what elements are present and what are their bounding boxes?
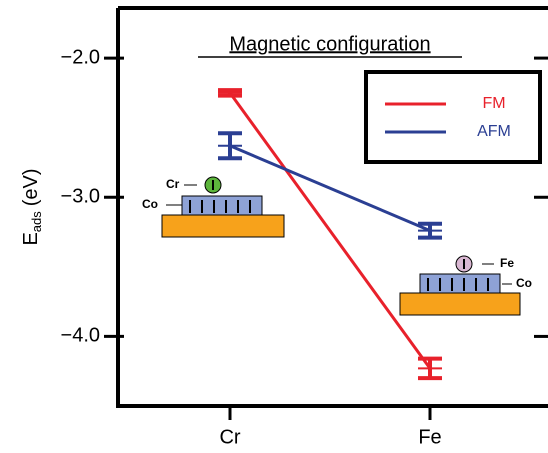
- y-tick-label: −4.0: [61, 325, 100, 347]
- y-tick-label: −2.0: [61, 46, 100, 68]
- series-line: [228, 92, 432, 370]
- legend-label: AFM: [477, 123, 511, 140]
- annotation: Cr: [166, 177, 180, 191]
- annotation: Co: [142, 197, 158, 211]
- legend-label: FM: [482, 95, 505, 112]
- y-tick-label: −3.0: [61, 186, 100, 208]
- spin-arrows: [189, 200, 251, 213]
- y-label-main: E: [20, 232, 42, 245]
- spin-arrows: [427, 278, 489, 291]
- co-slab: [399, 292, 521, 316]
- annotation: Fe: [500, 256, 514, 270]
- y-axis-label: Eads (eV): [20, 168, 44, 245]
- legend: [364, 70, 542, 164]
- series-line: [229, 144, 431, 233]
- cr-inset: Cr Co: [142, 176, 285, 238]
- annotation: Co: [516, 276, 532, 290]
- x-tick-label: Fe: [418, 426, 441, 448]
- co-slab: [161, 214, 285, 238]
- y-label-unit: (eV): [20, 168, 42, 206]
- fe-inset: Fe Co: [399, 255, 532, 316]
- y-label-sub: ads: [29, 211, 44, 232]
- chart-title: Magnetic configuration: [229, 33, 430, 55]
- x-tick-label: Cr: [219, 426, 240, 448]
